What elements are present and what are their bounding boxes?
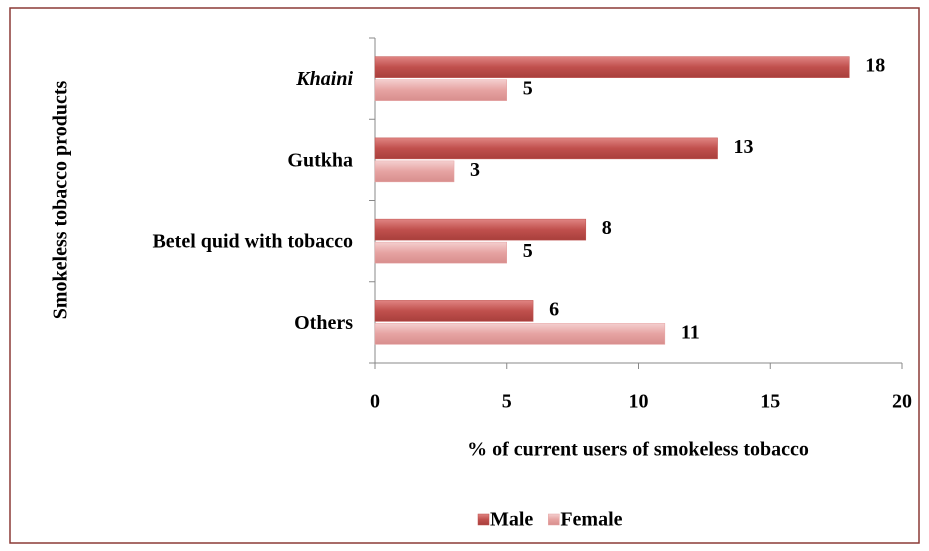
x-tick-label: 20 (892, 391, 912, 413)
bar (374, 218, 587, 241)
bar (374, 241, 507, 264)
bar (374, 160, 455, 183)
bar (374, 300, 534, 322)
bar (374, 137, 718, 160)
x-tick-label: 10 (629, 391, 649, 413)
y-tick-label: Others (294, 312, 353, 334)
data-label: 8 (602, 217, 612, 239)
y-tick-label: Betel quid with tobacco (152, 231, 353, 253)
bar (374, 56, 850, 78)
y-tick-label: Gutkha (287, 149, 353, 171)
x-tick-label: 0 (370, 391, 380, 413)
data-label: 18 (865, 55, 885, 77)
data-label: 5 (523, 78, 533, 100)
data-label: 11 (681, 321, 700, 343)
bar (374, 323, 666, 345)
x-tick-label: 15 (760, 391, 780, 413)
legend-swatch (477, 513, 490, 526)
data-label: 5 (523, 240, 533, 262)
x-tick-label: 5 (502, 391, 512, 413)
legend-label: Male (490, 509, 533, 531)
frame (9, 7, 920, 544)
y-axis-title: Smokeless tobacco products (50, 81, 72, 320)
legend-label: Female (560, 509, 622, 531)
bar (374, 79, 507, 101)
data-label: 13 (734, 136, 754, 158)
data-label: 6 (549, 298, 559, 320)
legend-swatch (548, 513, 560, 526)
y-tick-label: Khaini (295, 68, 353, 90)
x-axis-title: % of current users of smokeless tobacco (467, 439, 809, 461)
data-label: 3 (470, 159, 480, 181)
